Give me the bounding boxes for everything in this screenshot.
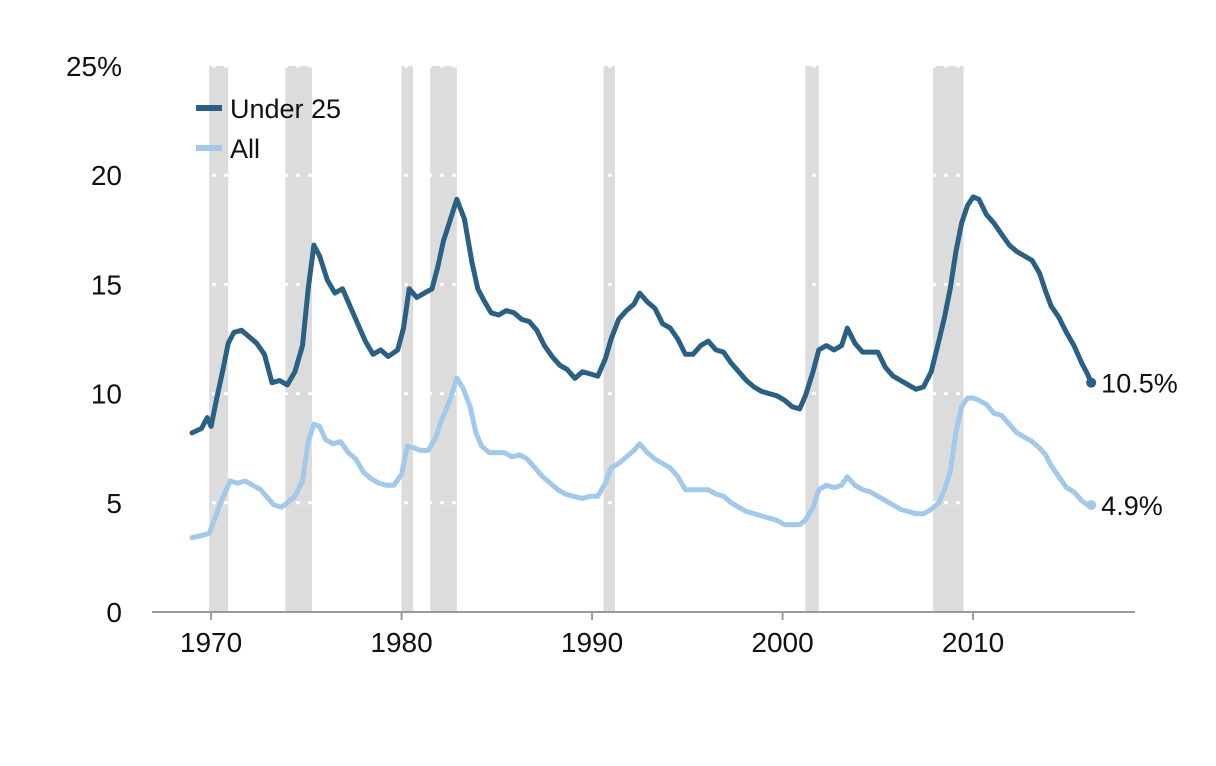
series-end-marker <box>1086 377 1097 388</box>
x-tick-label: 2000 <box>751 627 813 658</box>
legend-label: All <box>230 134 260 164</box>
recession-band <box>209 66 229 612</box>
recession-band <box>430 66 457 612</box>
recession-band <box>805 66 819 612</box>
y-tick-label: 5 <box>106 488 122 519</box>
recession-band <box>401 66 413 612</box>
series-line-all <box>189 375 1094 541</box>
end-labels: 10.5% 4.9% <box>1101 369 1178 521</box>
legend-label: Under 25 <box>230 94 341 124</box>
recession-bands <box>209 66 964 612</box>
recession-band <box>285 66 313 612</box>
series-line-under-25 <box>189 194 1094 436</box>
series-end-marker <box>1086 499 1097 510</box>
gridlines <box>152 64 1135 505</box>
series-lines <box>189 194 1097 541</box>
y-tick-label: 20 <box>91 160 122 191</box>
x-tick-label: 1970 <box>180 627 242 658</box>
x-tick-label: 2010 <box>942 627 1004 658</box>
y-tick-label: 25% <box>66 51 122 82</box>
x-tick-label: 1990 <box>561 627 623 658</box>
series-end-label: 10.5% <box>1101 369 1178 399</box>
series-end-label: 4.9% <box>1101 491 1163 521</box>
y-tick-label: 0 <box>106 597 122 628</box>
y-tick-label: 10 <box>91 379 122 410</box>
x-tick-label: 1980 <box>370 627 432 658</box>
axes: 0 5 10 15 20 25% 1970 1980 1990 2000 2010 <box>66 51 1135 658</box>
legend: Under 25 All <box>196 94 341 164</box>
y-tick-label: 15 <box>91 269 122 300</box>
